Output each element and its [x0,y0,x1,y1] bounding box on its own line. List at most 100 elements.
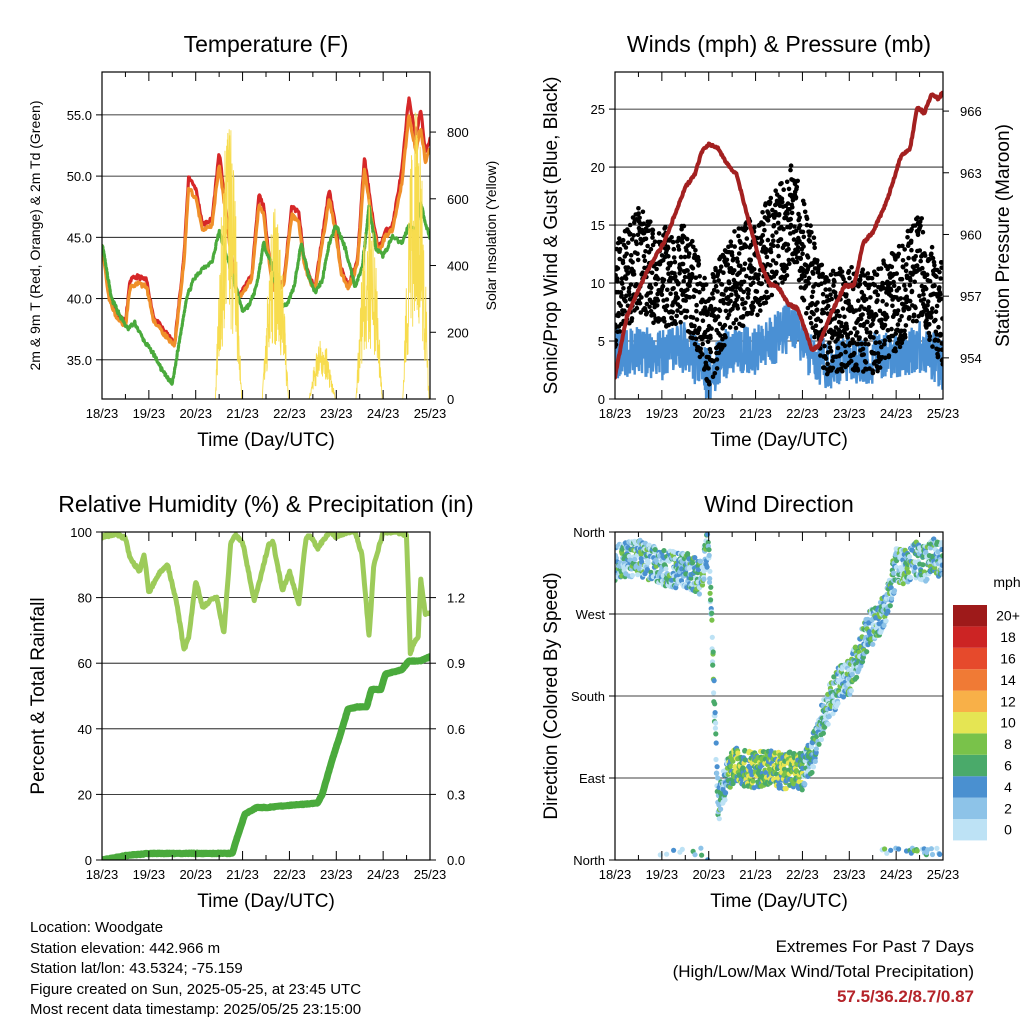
direction-point [864,649,870,655]
gust-point [617,247,623,252]
x-tick-label: 19/23 [646,867,679,882]
x-tick-label: 23/23 [833,867,866,882]
gust-point [641,253,647,259]
gust-point [915,215,920,220]
gust-point [832,279,837,284]
gust-point [732,244,737,249]
gust-point [818,318,824,324]
direction-point [714,770,720,776]
gust-point [861,352,866,357]
gust-point [683,298,688,303]
gust-point [634,282,639,287]
y-tick-label: South [571,689,605,704]
gust-point [645,243,650,249]
gust-point [937,285,942,290]
direction-point [883,618,889,624]
x-tick-label: 21/23 [226,867,259,882]
direction-point [884,850,890,856]
gust-point [902,283,907,288]
gust-point [666,322,671,328]
gust-point [751,267,757,272]
direction-point [704,564,710,570]
gust-point [861,293,867,298]
gust-point [622,308,627,314]
gust-point [693,248,698,253]
gust-point [936,324,941,330]
y-tick-label: 80 [78,591,92,606]
gust-point [755,235,760,241]
colorbar-swatch [953,712,987,734]
gust-point [823,287,828,292]
gust-point [887,337,892,343]
gust-point [870,321,875,327]
gust-point [790,205,795,210]
direction-point [820,730,827,736]
gust-point [913,253,918,259]
x-tick-label: 23/23 [320,406,353,421]
gust-point [650,227,656,233]
gust-point [648,219,653,224]
direction-point [710,649,716,655]
gust-point [770,258,776,263]
gust-point [781,226,786,232]
gust-point [829,296,834,302]
gust-point [882,355,888,361]
gust-point [919,216,924,221]
gust-point [885,328,891,333]
gust-point [694,302,699,308]
extremes-title: Extremes For Past 7 Days [775,937,974,956]
gust-point [881,342,887,347]
x-tick-label: 20/23 [692,867,725,882]
gust-point [842,343,848,349]
gust-point [721,292,726,297]
gust-point [724,257,730,263]
direction-point [912,564,918,571]
gust-point [744,236,750,241]
gust-point [761,221,766,227]
gust-point [841,276,846,282]
gust-point [678,267,683,273]
gust-point [879,317,884,323]
gust-point [784,179,790,185]
direction-point [840,694,847,700]
gust-point [692,341,698,347]
gust-point [705,327,711,333]
gust-point [625,265,631,270]
temperature-ylabel-right: Solar Insolation (Yellow) [483,161,499,311]
gust-point [908,277,913,283]
gust-point [669,235,674,240]
gust-point [801,201,807,207]
colorbar-level-label: 14 [1000,672,1016,688]
gust-point [759,238,765,244]
gust-point [664,297,670,302]
gust-point [723,308,729,314]
gust-point [751,304,756,310]
gust-point [784,273,790,278]
gust-point [714,366,720,371]
direction-point [664,851,670,857]
direction-point [852,644,859,650]
gust-point [690,315,696,320]
gust-point [690,266,696,271]
direction-point [882,846,888,852]
gust-point [649,285,654,291]
gust-point [938,331,943,337]
gust-point [731,256,736,262]
gust-point [860,346,866,352]
gust-point [791,237,797,242]
direction-point [802,781,808,787]
gust-point [759,281,765,286]
y-right-tick-label: 0.6 [447,722,465,737]
gust-point [857,282,863,287]
wind_direction-panel: Wind Direction 18/23 19/23 20/23 21/23 22/23 2… [541,491,1021,912]
direction-point [712,725,719,731]
y-right-tick-label: 0.3 [447,787,465,802]
gust-point [665,245,671,251]
y-tick-label: 45.0 [67,230,92,245]
gust-point [675,295,680,301]
gust-point [901,308,907,313]
direction-point [712,701,718,707]
gust-point [788,163,794,168]
direction-point [888,847,894,853]
gust-point [686,251,692,256]
